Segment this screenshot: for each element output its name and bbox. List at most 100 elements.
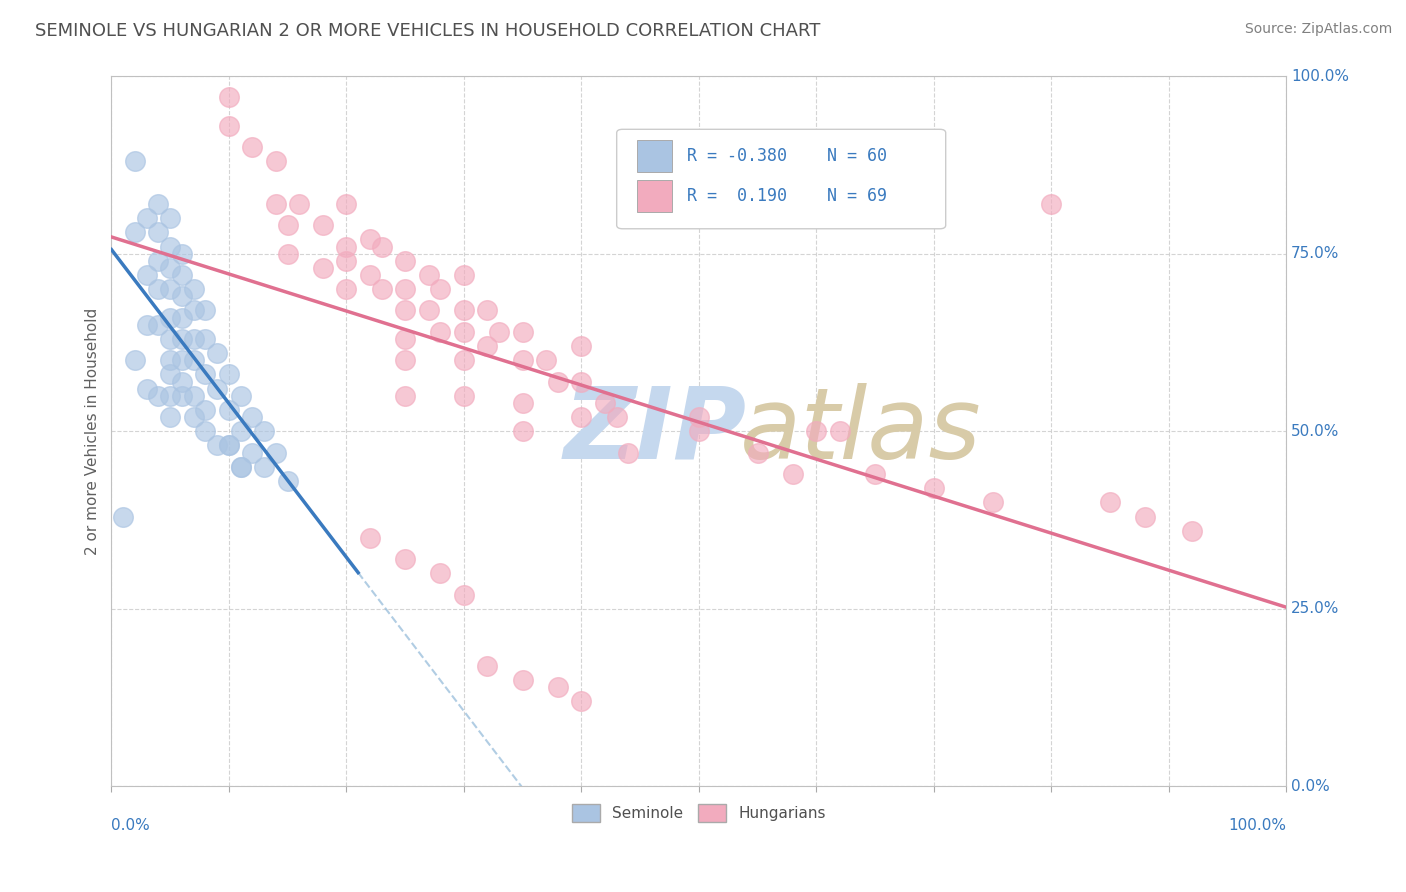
Point: [335, 197, 357, 211]
Point: [135, 268, 157, 282]
Point: [148, 318, 170, 332]
Point: [183, 332, 205, 346]
Point: [242, 445, 264, 459]
Text: 50.0%: 50.0%: [1291, 424, 1340, 439]
Point: [159, 282, 181, 296]
Point: [264, 154, 287, 169]
Point: [394, 389, 416, 403]
Point: [170, 332, 193, 346]
Text: R =  0.190    N = 69: R = 0.190 N = 69: [688, 187, 887, 205]
Point: [617, 445, 640, 459]
Point: [547, 375, 569, 389]
Point: [253, 459, 276, 474]
Point: [218, 368, 240, 382]
Point: [159, 410, 181, 425]
Point: [229, 459, 252, 474]
Point: [688, 410, 710, 425]
Point: [828, 424, 851, 438]
Point: [124, 154, 146, 169]
Point: [359, 232, 381, 246]
Point: [170, 268, 193, 282]
Point: [264, 197, 287, 211]
Point: [418, 303, 440, 318]
Text: 0.0%: 0.0%: [111, 819, 150, 833]
Point: [253, 424, 276, 438]
Point: [418, 268, 440, 282]
Point: [1099, 495, 1122, 509]
Point: [335, 282, 357, 296]
Point: [170, 246, 193, 260]
Point: [606, 410, 628, 425]
Point: [148, 225, 170, 239]
Text: SEMINOLE VS HUNGARIAN 2 OR MORE VEHICLES IN HOUSEHOLD CORRELATION CHART: SEMINOLE VS HUNGARIAN 2 OR MORE VEHICLES…: [35, 22, 821, 40]
Point: [394, 282, 416, 296]
Point: [148, 282, 170, 296]
Legend: Seminole, Hungarians: Seminole, Hungarians: [567, 797, 832, 829]
Point: [394, 353, 416, 368]
Point: [183, 303, 205, 318]
Point: [148, 389, 170, 403]
Point: [159, 310, 181, 325]
Point: [547, 680, 569, 694]
Point: [218, 403, 240, 417]
Point: [124, 225, 146, 239]
Point: [453, 353, 475, 368]
Point: [453, 389, 475, 403]
Point: [453, 588, 475, 602]
Point: [194, 424, 217, 438]
Point: [512, 396, 534, 410]
Point: [135, 318, 157, 332]
Text: 100.0%: 100.0%: [1291, 69, 1350, 84]
Point: [183, 410, 205, 425]
Point: [394, 552, 416, 566]
Point: [477, 339, 499, 353]
Point: [242, 140, 264, 154]
Point: [688, 424, 710, 438]
Point: [124, 353, 146, 368]
Point: [229, 459, 252, 474]
Point: [429, 325, 451, 339]
Point: [747, 445, 769, 459]
Point: [335, 239, 357, 253]
Point: [981, 495, 1004, 509]
Point: [277, 246, 299, 260]
Text: Source: ZipAtlas.com: Source: ZipAtlas.com: [1244, 22, 1392, 37]
Point: [1040, 197, 1063, 211]
Point: [593, 396, 616, 410]
Point: [571, 410, 593, 425]
Text: 100.0%: 100.0%: [1229, 819, 1286, 833]
Text: atlas: atlas: [740, 383, 981, 480]
Point: [218, 90, 240, 104]
Point: [205, 382, 228, 396]
Point: [359, 268, 381, 282]
Point: [183, 353, 205, 368]
Point: [512, 353, 534, 368]
Point: [277, 218, 299, 232]
Point: [159, 332, 181, 346]
Point: [1135, 509, 1157, 524]
Point: [571, 375, 593, 389]
Point: [394, 253, 416, 268]
Point: [135, 382, 157, 396]
Point: [135, 211, 157, 226]
Point: [370, 282, 392, 296]
Point: [183, 282, 205, 296]
Point: [512, 325, 534, 339]
Point: [488, 325, 510, 339]
Text: 25.0%: 25.0%: [1291, 601, 1340, 616]
Text: R = -0.380    N = 60: R = -0.380 N = 60: [688, 147, 887, 165]
Text: 0.0%: 0.0%: [1291, 779, 1330, 794]
Point: [806, 424, 828, 438]
Point: [148, 197, 170, 211]
Point: [335, 253, 357, 268]
Point: [264, 445, 287, 459]
Point: [218, 438, 240, 452]
Point: [394, 332, 416, 346]
Point: [288, 197, 311, 211]
Point: [312, 218, 335, 232]
Point: [170, 389, 193, 403]
Point: [1181, 524, 1204, 538]
Point: [194, 332, 217, 346]
Point: [571, 694, 593, 708]
Point: [218, 119, 240, 133]
